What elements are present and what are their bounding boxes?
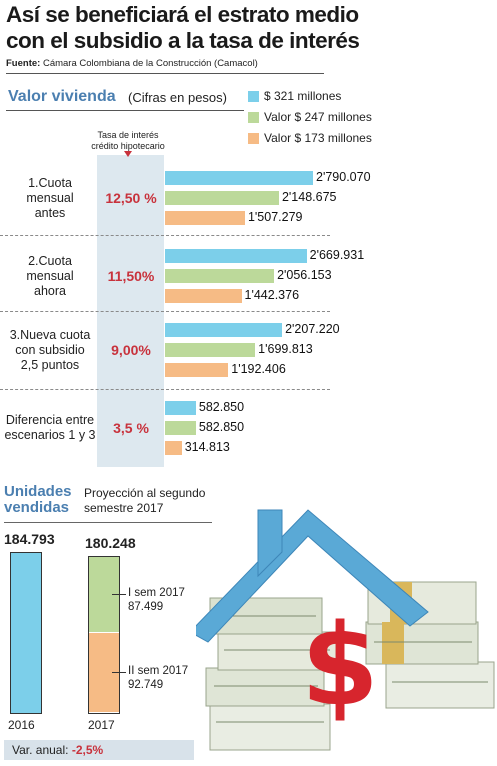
bar: [165, 343, 256, 357]
bar-value-label: 2'790.070: [316, 170, 371, 184]
house-roof-icon: [196, 509, 429, 643]
scenario-label-line: escenarios 1 y 3: [4, 428, 96, 442]
segment-name: I sem 2017: [128, 586, 185, 599]
bar-value-label: 2'148.675: [281, 190, 337, 204]
bar: [165, 269, 275, 283]
bar: [165, 191, 279, 205]
source-label: Fuente:: [6, 58, 41, 69]
scenario-label-line: antes: [34, 205, 66, 220]
bar-value-label: 314.813: [184, 440, 230, 454]
scenario-label-line: 3.Nueva cuota: [9, 327, 91, 342]
scenario-label-line: mensual: [26, 268, 74, 283]
bar-value-label: 582.850: [198, 400, 245, 414]
bar-value-label: 2'669.931: [309, 248, 365, 262]
total-label-2017: 180.248: [85, 534, 136, 551]
interest-rate-value: 12,50 %: [105, 190, 157, 206]
legend-label: $ 321 millones: [264, 89, 342, 103]
bar-2016: [10, 552, 42, 714]
legend-label: Valor $ 173 millones: [264, 131, 372, 145]
bar: [165, 211, 245, 225]
source-text: Cámara Colombiana de la Construcción (Ca…: [42, 58, 258, 69]
scenario-label: 1.Cuota mensual antes: [4, 176, 96, 221]
house-money-illustration: $: [196, 509, 495, 751]
bar-2017-frame: [88, 555, 120, 714]
bar: [165, 289, 242, 303]
bar: [165, 171, 313, 185]
scenario-separator: [0, 235, 330, 236]
housing-chart-title: Valor vivienda: [8, 88, 116, 105]
bar: [165, 323, 283, 337]
bar: [165, 363, 229, 377]
svg-text:$: $: [301, 601, 379, 731]
bar-value-label: 1'507.279: [247, 210, 303, 224]
dollar-sign-icon: $: [301, 601, 379, 731]
legend-swatch: [248, 112, 259, 123]
rate-header-line-1: Tasa de interés: [97, 130, 159, 140]
legend-label: Valor $ 247 millones: [264, 110, 372, 124]
bar-value-label: 1'442.376: [244, 288, 300, 302]
scenario-label: Diferencia entre escenarios 1 y 3: [4, 413, 96, 443]
source-note: Fuente: Cámara Colombiana de la Construc…: [6, 58, 258, 69]
scenario-separator: [0, 389, 330, 390]
scenario-label-line: 1.Cuota: [28, 175, 72, 190]
bar-value-label: 1'699.813: [258, 342, 313, 356]
legend-swatch: [248, 91, 259, 102]
bar-value-label: 582.850: [198, 420, 245, 434]
scenario-label-line: ahora: [34, 283, 66, 298]
units-subtitle-line-2: semestre 2017: [84, 501, 164, 515]
units-title-line-1: Unidades: [4, 483, 72, 500]
rate-header-line-2: crédito hipotecario: [91, 141, 165, 151]
scenario-label: 2.Cuota mensual ahora: [4, 254, 96, 299]
headline-line-1: Así se beneficiará el estrato medio: [6, 2, 359, 27]
segment-name: II sem 2017: [128, 664, 189, 677]
headline-line-2: con el subsidio a la tasa de interés: [6, 28, 360, 53]
scenario-label-line: 2,5 puntos: [20, 357, 80, 372]
scenario-label-line: mensual: [26, 190, 74, 205]
scenario-label-line: Diferencia entre: [5, 413, 95, 427]
rate-header-arrow-icon: [124, 151, 132, 157]
bar-value-label: 1'192.406: [231, 362, 286, 376]
units-divider: [4, 522, 212, 523]
bar: [165, 441, 182, 455]
rate-column-header: Tasa de interés crédito hipotecario: [86, 130, 170, 152]
scenario-label-line: 2.Cuota: [28, 253, 72, 268]
annual-variation-box: [4, 740, 194, 760]
divider: [6, 73, 324, 74]
scenario-label: 3.Nueva cuota con subsidio 2,5 puntos: [4, 328, 96, 373]
units-subtitle-line-1: Proyección al segundo: [84, 486, 206, 500]
housing-chart-subtitle: (Cifras en pesos): [128, 90, 227, 105]
interest-rate-value: 9,00%: [111, 342, 151, 358]
annual-variation-value: -2,5%: [71, 743, 104, 757]
units-title-line-2: vendidas: [4, 499, 70, 516]
units-chart-title: Unidades vendidas: [4, 484, 72, 516]
scenario-label-line: con subsidio: [15, 342, 85, 357]
segment-value: 92.749: [128, 678, 164, 691]
annual-variation: Var. anual: -2,5%: [12, 743, 103, 757]
units-chart-subtitle: Proyección al segundo semestre 2017: [84, 486, 205, 516]
interest-rate-value: 3,5 %: [113, 420, 149, 436]
scenario-separator: [0, 311, 330, 312]
segment-value: 87.499: [128, 600, 164, 613]
bar-value-label: 2'056.153: [277, 268, 332, 282]
bar: [165, 249, 307, 263]
segment-label: I sem 2017 87.499: [128, 586, 185, 614]
section-divider: [6, 110, 244, 111]
headline: Así se beneficiará el estrato medio con …: [6, 2, 360, 54]
total-label-2016: 184.793: [4, 531, 55, 547]
year-label-2016: 2016: [8, 718, 35, 732]
segment-label: II sem 2017 92.749: [128, 664, 188, 692]
legend-swatch: [248, 133, 259, 144]
interest-rate-value: 11,50%: [107, 268, 155, 284]
segment-pointer: [112, 671, 126, 673]
bar: [165, 401, 196, 415]
bar: [165, 421, 196, 435]
bar-value-label: 2'207.220: [285, 322, 340, 336]
year-label-2017: 2017: [88, 718, 115, 732]
annual-variation-label: Var. anual:: [12, 743, 69, 757]
segment-pointer: [112, 593, 126, 595]
